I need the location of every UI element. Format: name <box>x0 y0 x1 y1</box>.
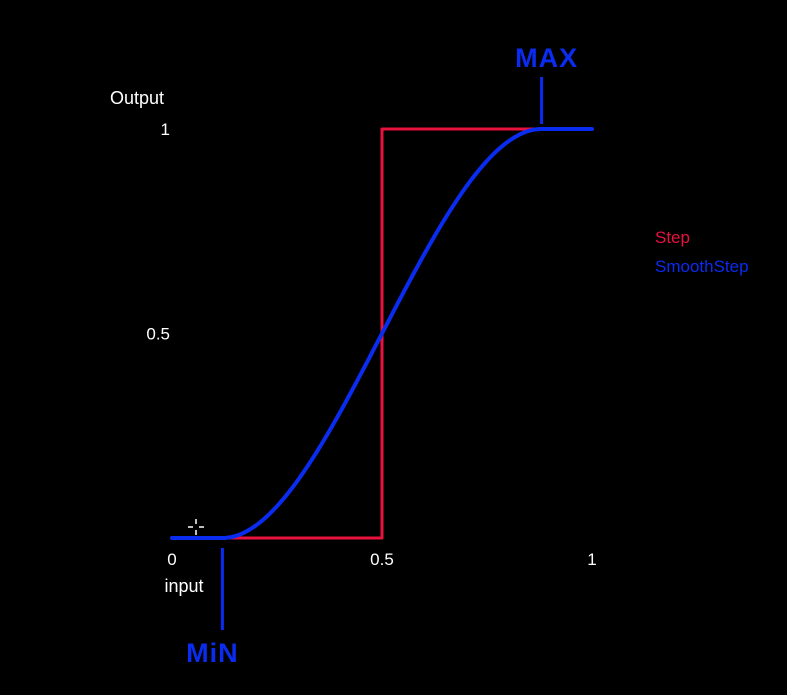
plot-lines <box>170 127 594 540</box>
y-axis-label: Output <box>110 88 164 108</box>
x-tick-labels: 0 0.5 1 <box>167 550 596 569</box>
y-tick-label: 1 <box>161 120 170 139</box>
legend-entry-smoothstep: SmoothStep <box>655 257 749 276</box>
y-tick-label: 0.5 <box>146 325 170 344</box>
series-line-smoothstep <box>170 127 594 540</box>
x-tick-label: 0 <box>167 550 176 569</box>
mouse-cursor-icon <box>188 519 204 535</box>
y-tick-labels: 0.51 <box>146 120 170 344</box>
x-axis-label: input <box>164 576 203 596</box>
annotation-label-min: MiN <box>186 638 239 668</box>
annotation-markers: MAX MiN <box>186 43 578 668</box>
x-tick-label: 0.5 <box>370 550 394 569</box>
legend: Step SmoothStep <box>655 228 749 276</box>
x-tick-label: 1 <box>587 550 596 569</box>
legend-entry-step: Step <box>655 228 690 247</box>
annotation-label-max: MAX <box>515 43 578 73</box>
